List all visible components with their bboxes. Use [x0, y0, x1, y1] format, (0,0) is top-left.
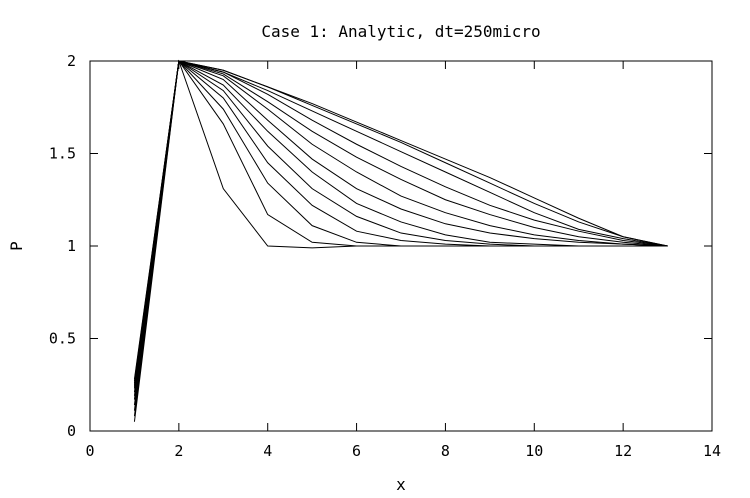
- x-tick-label: 0: [85, 442, 94, 460]
- y-axis: 0 0.5 1 1.5 2: [49, 52, 712, 440]
- x-tick-label: 2: [174, 442, 183, 460]
- series-line-10: [133, 60, 668, 385]
- y-tick-label: 2: [67, 52, 76, 70]
- x-axis-label: x: [396, 475, 406, 494]
- x-tick-label: 10: [525, 442, 543, 460]
- y-tick-label: 0.5: [49, 330, 76, 348]
- series-line-3: [133, 59, 668, 411]
- y-tick-label: 1: [67, 237, 76, 255]
- series-line-13: [133, 60, 668, 380]
- y-axis-label: P: [7, 241, 26, 251]
- series-line-7: [133, 60, 668, 393]
- x-tick-label: 12: [614, 442, 632, 460]
- x-tick-label: 14: [703, 442, 721, 460]
- series-line-11: [133, 60, 668, 383]
- y-tick-label: 0: [67, 422, 76, 440]
- series-line-6: [133, 60, 668, 396]
- series-group: [133, 59, 668, 422]
- chart-title: Case 1: Analytic, dt=250micro: [261, 22, 540, 41]
- x-tick-label: 8: [441, 442, 450, 460]
- y-tick-label: 1.5: [49, 145, 76, 163]
- x-tick-label: 4: [263, 442, 272, 460]
- series-line-12: [133, 60, 668, 382]
- series-line-2: [133, 59, 668, 417]
- series-line-9: [133, 60, 668, 387]
- series-line-8: [133, 60, 668, 389]
- x-tick-label: 6: [352, 442, 361, 460]
- x-axis: 0 2 4 6 8 10 12 14: [85, 61, 721, 460]
